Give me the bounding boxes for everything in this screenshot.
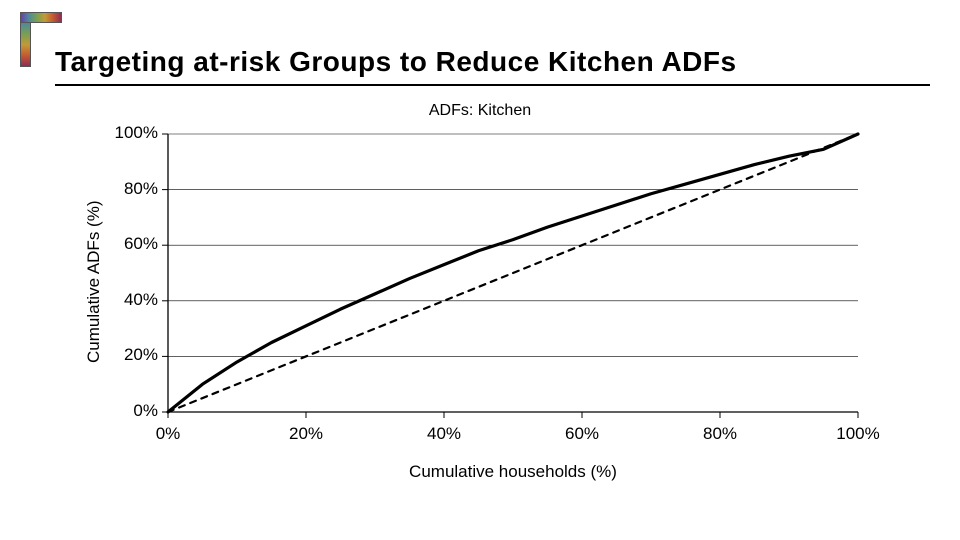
y-tick-label: 80% (124, 179, 158, 199)
slide: Targeting at-risk Groups to Reduce Kitch… (0, 0, 960, 540)
x-tick-label: 60% (560, 424, 604, 444)
x-tick-label: 0% (146, 424, 190, 444)
y-tick-label: 60% (124, 234, 158, 254)
x-tick-label: 80% (698, 424, 742, 444)
slide-title: Targeting at-risk Groups to Reduce Kitch… (55, 46, 940, 78)
title-underline (55, 84, 930, 86)
y-tick-label: 100% (115, 123, 158, 143)
y-tick-label: 20% (124, 345, 158, 365)
y-tick-label: 40% (124, 290, 158, 310)
chart-plot (70, 100, 890, 500)
y-tick-label: 0% (133, 401, 158, 421)
x-tick-label: 20% (284, 424, 328, 444)
x-tick-label: 100% (836, 424, 880, 444)
x-tick-label: 40% (422, 424, 466, 444)
chart-container: ADFs: Kitchen Cumulative ADFs (%) Cumula… (70, 100, 890, 500)
